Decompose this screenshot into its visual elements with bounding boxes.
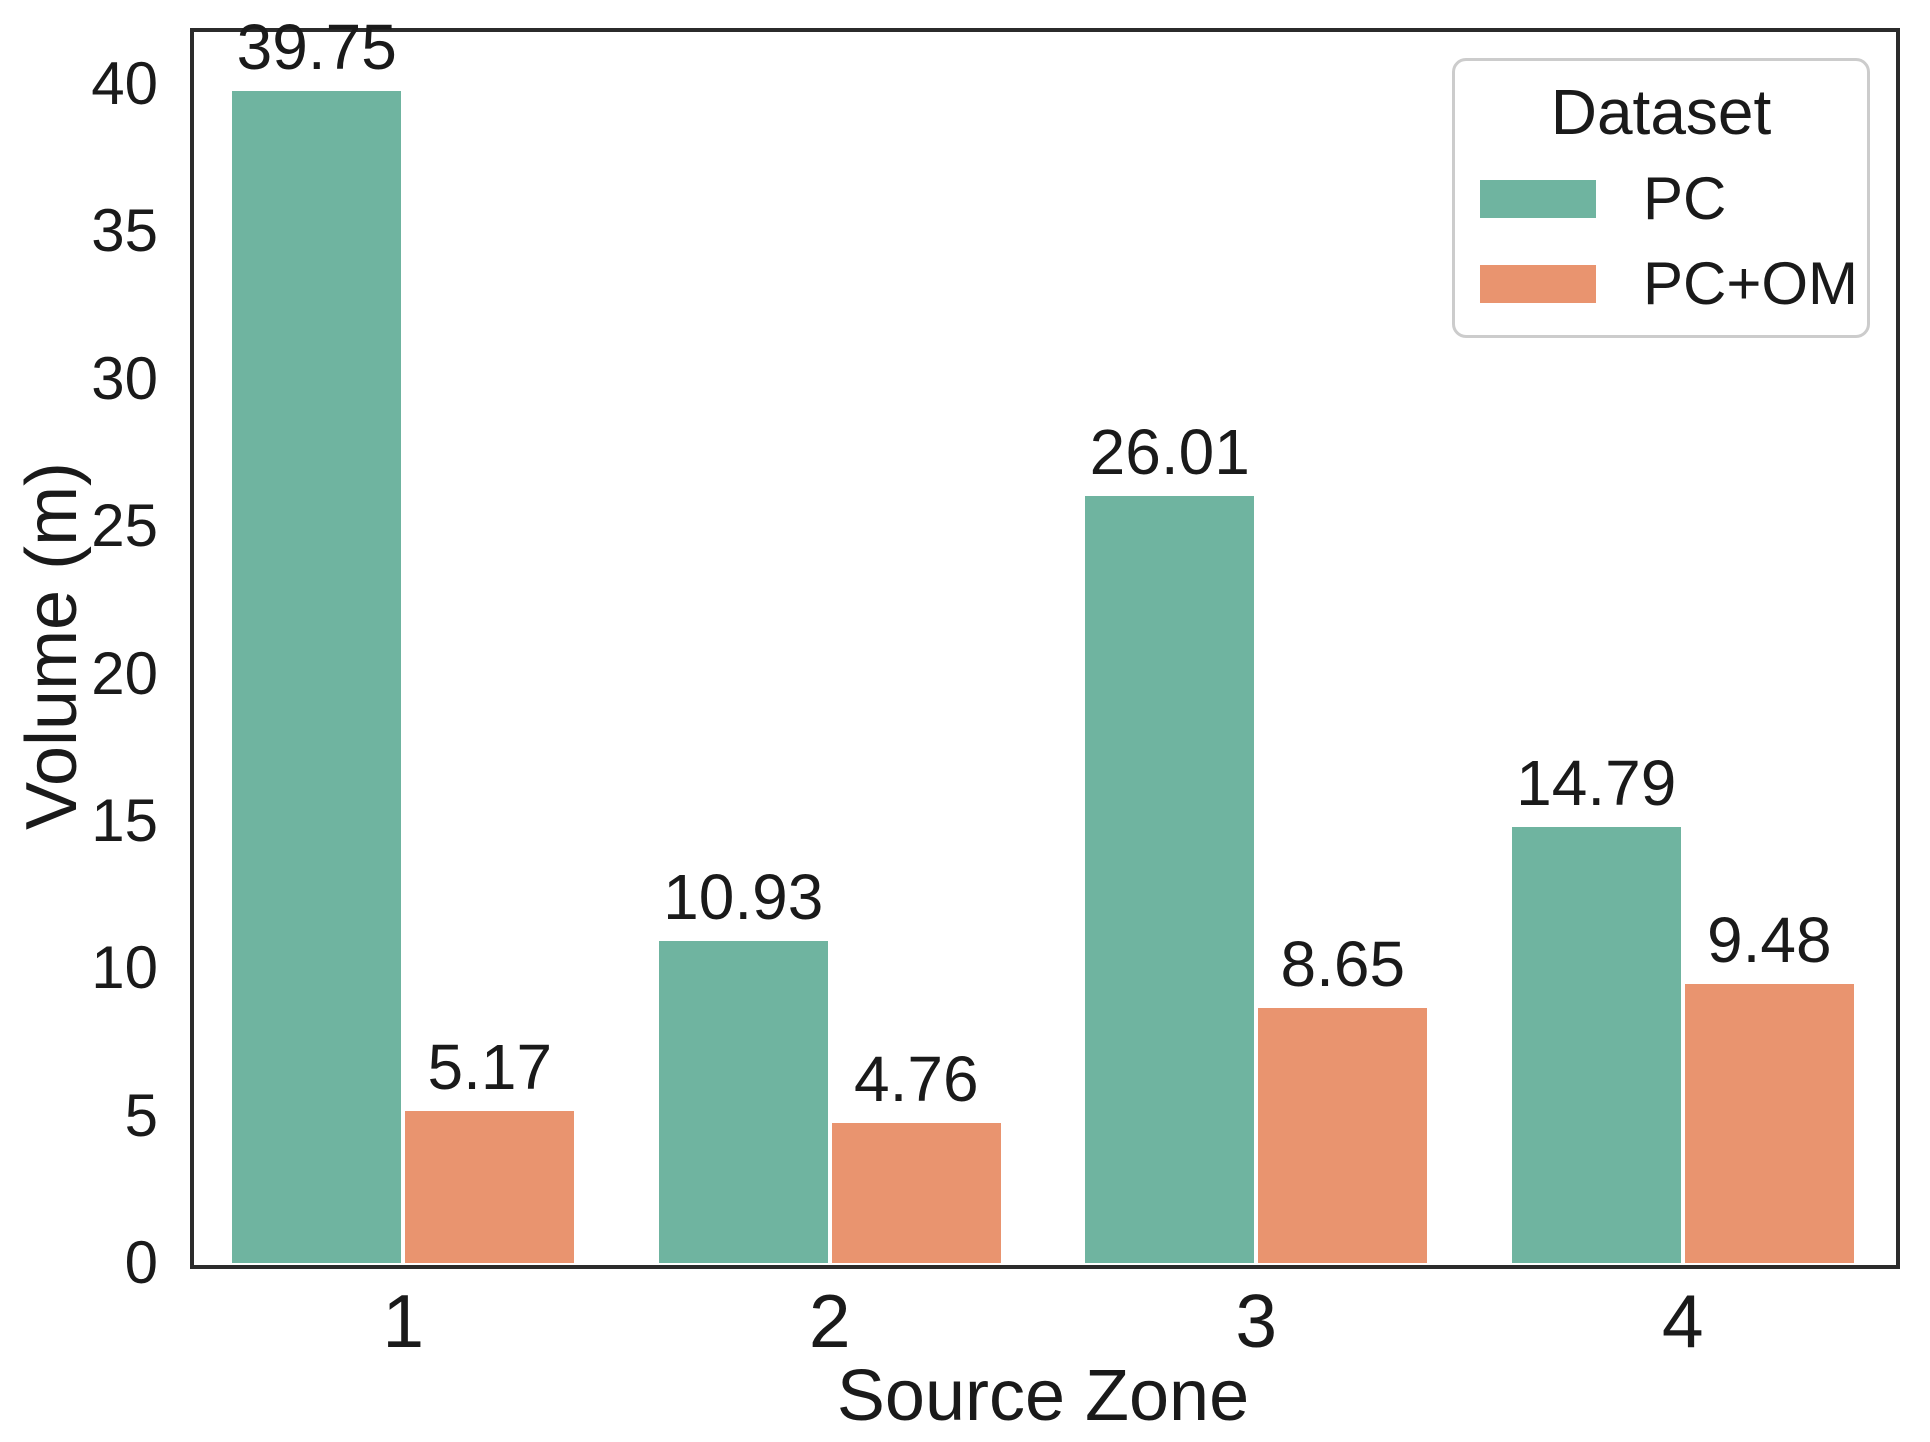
value-label: 10.93 bbox=[663, 860, 824, 933]
x-tick-label: 4 bbox=[1661, 1279, 1704, 1363]
y-tick-label: 35 bbox=[91, 197, 158, 265]
bar-pc-zone-4 bbox=[1511, 827, 1681, 1263]
bar-pc-zone-3 bbox=[1085, 496, 1255, 1263]
legend-box: Dataset PC PC+OM bbox=[1452, 58, 1870, 338]
value-label: 14.79 bbox=[1516, 746, 1677, 819]
value-label: 8.65 bbox=[1280, 927, 1406, 1000]
y-tick-label: 20 bbox=[91, 639, 158, 707]
y-tick-label: 10 bbox=[91, 934, 158, 1002]
y-tick-label: 25 bbox=[91, 492, 158, 560]
legend-title: Dataset bbox=[1550, 76, 1772, 148]
bar-pc-om-zone-4 bbox=[1684, 983, 1854, 1263]
value-label: 9.48 bbox=[1706, 903, 1832, 976]
y-tick-label: 5 bbox=[124, 1081, 158, 1149]
legend-swatch-icon bbox=[1480, 265, 1596, 303]
legend-label: PC+OM bbox=[1643, 250, 1859, 317]
x-tick-label: 2 bbox=[808, 1279, 851, 1363]
bar-pc-zone-1 bbox=[232, 91, 402, 1263]
y-tick-label: 30 bbox=[91, 344, 158, 412]
y-tick-label: 15 bbox=[91, 786, 158, 854]
bar-pc-om-zone-2 bbox=[831, 1122, 1001, 1263]
legend-swatch-icon bbox=[1480, 180, 1596, 218]
value-label: 26.01 bbox=[1089, 416, 1250, 489]
legend-item-pc: PC bbox=[1455, 161, 1867, 237]
bar-pc-om-zone-3 bbox=[1258, 1008, 1428, 1263]
value-label: 5.17 bbox=[427, 1030, 553, 1103]
bar-pc-zone-2 bbox=[658, 940, 828, 1263]
x-tick-label: 3 bbox=[1235, 1279, 1278, 1363]
y-tick-label: 40 bbox=[91, 50, 158, 117]
bar-pc-om-zone-1 bbox=[405, 1110, 575, 1263]
y-tick-label: 0 bbox=[124, 1229, 158, 1296]
x-tick-label: 1 bbox=[382, 1279, 425, 1363]
y-axis-title: Volume (m) bbox=[12, 461, 92, 831]
value-label: 4.76 bbox=[853, 1042, 979, 1115]
legend-label: PC bbox=[1643, 165, 1727, 232]
x-axis-title: Source Zone bbox=[836, 1356, 1250, 1436]
value-label: 39.75 bbox=[236, 11, 397, 84]
legend-item-pc-om: PC+OM bbox=[1455, 246, 1867, 322]
